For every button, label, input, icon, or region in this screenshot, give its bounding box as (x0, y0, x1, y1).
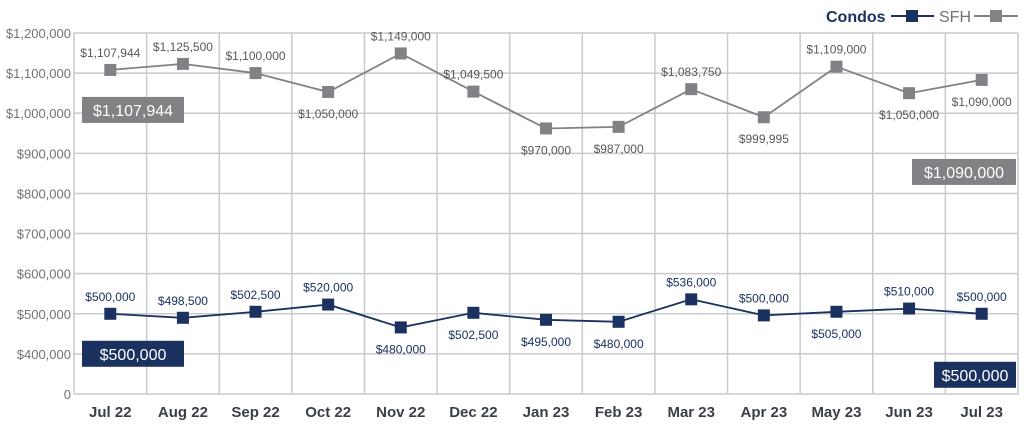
data-label-condos: $510,000 (884, 285, 934, 299)
y-tick-label: $1,000,000 (6, 106, 71, 121)
data-point-sfh (249, 67, 262, 80)
legend-label-condos: Condos (826, 9, 886, 26)
y-tick-label: $400,000 (17, 347, 71, 362)
value-badges: $500,000 $500,000 $1,107,944 $1,090,000 (82, 96, 1016, 388)
x-tick-label: Mar 23 (667, 404, 715, 421)
y-tick-label: $600,000 (17, 267, 71, 282)
y-tick-label: $900,000 (17, 146, 71, 161)
data-point-sfh (612, 120, 625, 133)
end-badge-bg-condos (934, 361, 1016, 388)
data-point-condos (903, 302, 916, 315)
data-point-sfh (322, 85, 335, 98)
data-label-sfh: $999,995 (739, 132, 789, 146)
end-badge-text-sfh: $1,090,000 (924, 165, 1004, 182)
data-point-condos (394, 321, 407, 334)
data-point-condos (176, 311, 189, 324)
data-label-sfh: $1,125,500 (153, 40, 213, 54)
data-label-sfh: $1,049,500 (443, 68, 503, 82)
data-label-condos: $505,000 (811, 327, 861, 341)
data-label-condos: $502,500 (448, 328, 498, 342)
data-point-condos (104, 307, 117, 320)
data-point-sfh (467, 85, 480, 98)
data-label-sfh: $1,149,000 (371, 29, 431, 43)
y-tick-label: $1,200,000 (6, 26, 71, 41)
x-tick-label: Apr 23 (741, 404, 788, 421)
data-label-condos: $502,500 (231, 288, 281, 302)
data-point-condos (975, 307, 988, 320)
data-point-condos (467, 306, 480, 319)
data-label-condos: $520,000 (303, 281, 353, 295)
y-tick-label: 0 (64, 387, 71, 402)
data-label-sfh: $1,100,000 (226, 49, 286, 63)
data-point-condos (757, 309, 770, 322)
data-label-condos: $495,000 (521, 335, 571, 349)
y-tick-label: $800,000 (17, 186, 71, 201)
end-badge-bg-sfh (912, 158, 1016, 185)
data-point-condos (612, 315, 625, 328)
start-badge-text-condos: $500,000 (100, 347, 167, 364)
data-label-sfh: $1,090,000 (952, 95, 1012, 109)
x-tick-label: Oct 22 (305, 404, 351, 421)
data-label-sfh: $970,000 (521, 143, 571, 157)
data-point-sfh (757, 111, 770, 124)
data-point-sfh (975, 73, 988, 86)
x-tick-label: Jan 23 (523, 404, 570, 421)
data-point-sfh (830, 60, 843, 73)
data-label-sfh: $1,107,944 (80, 46, 140, 60)
data-point-sfh (685, 83, 698, 96)
data-point-condos (322, 298, 335, 311)
legend-marker-sfh (990, 10, 1002, 22)
y-tick-label: $500,000 (17, 307, 71, 322)
data-point-sfh (104, 63, 117, 76)
start-badge-bg-condos (82, 340, 184, 367)
data-point-condos (830, 305, 843, 318)
data-point-sfh (176, 57, 189, 70)
data-label-sfh: $1,050,000 (879, 108, 939, 122)
x-tick-label: Jul 23 (960, 404, 1003, 421)
legend-label-sfh: SFH (939, 9, 971, 26)
data-point-condos (249, 305, 262, 318)
x-tick-label: Dec 22 (449, 404, 497, 421)
legend-marker-condos (906, 10, 918, 22)
data-point-sfh (394, 47, 407, 60)
start-badge-sfh: $1,107,944 (82, 96, 184, 123)
y-tick-label: $700,000 (17, 227, 71, 242)
data-label-condos: $480,000 (376, 342, 426, 356)
start-badge-bg-sfh (82, 96, 184, 123)
x-tick-label: Aug 22 (158, 404, 208, 421)
data-label-condos: $500,000 (85, 290, 135, 304)
series-layer: $500,000 $498,500 $502,500 $520,000 $480,000… (80, 29, 1012, 356)
x-tick-label: Jun 23 (885, 404, 933, 421)
data-point-sfh (903, 87, 916, 100)
data-label-sfh: $1,083,750 (661, 65, 721, 79)
data-label-condos: $500,000 (739, 291, 789, 305)
end-badge-sfh: $1,090,000 (912, 158, 1016, 185)
data-point-condos (685, 293, 698, 306)
x-tick-label: Jul 22 (89, 404, 132, 421)
data-label-condos: $498,500 (158, 294, 208, 308)
data-label-condos: $500,000 (957, 290, 1007, 304)
data-label-sfh: $1,109,000 (806, 43, 866, 57)
series-condos: $500,000 $498,500 $502,500 $520,000 $480,000… (85, 275, 1007, 356)
data-label-condos: $536,000 (666, 275, 716, 289)
legend: Condos SFH (826, 9, 1018, 26)
data-label-condos: $480,000 (594, 337, 644, 351)
data-point-condos (540, 313, 552, 326)
data-point-sfh (540, 122, 552, 135)
start-badge-text-sfh: $1,107,944 (93, 103, 173, 120)
x-tick-label: Feb 23 (595, 404, 643, 421)
end-badge-condos: $500,000 (934, 361, 1016, 388)
x-tick-label: May 23 (811, 404, 861, 421)
x-axis-ticks: Jul 22 Aug 22 Sep 22 Oct 22 Nov 22 Dec 22 Jan … (89, 404, 1003, 421)
data-label-sfh: $987,000 (594, 142, 644, 156)
series-sfh: $1,107,944 $1,125,500 $1,100,000 $1,050,000… (80, 29, 1012, 157)
x-tick-label: Nov 22 (376, 404, 425, 421)
y-axis-ticks: 0 $400,000 $500,000 $600,000 $700,000 $800,00… (6, 26, 71, 402)
y-tick-label: $1,100,000 (6, 66, 71, 81)
end-badge-text-condos: $500,000 (942, 368, 1009, 385)
x-tick-label: Sep 22 (231, 404, 279, 421)
data-label-sfh: $1,050,000 (298, 107, 358, 121)
start-badge-condos: $500,000 (82, 340, 184, 367)
